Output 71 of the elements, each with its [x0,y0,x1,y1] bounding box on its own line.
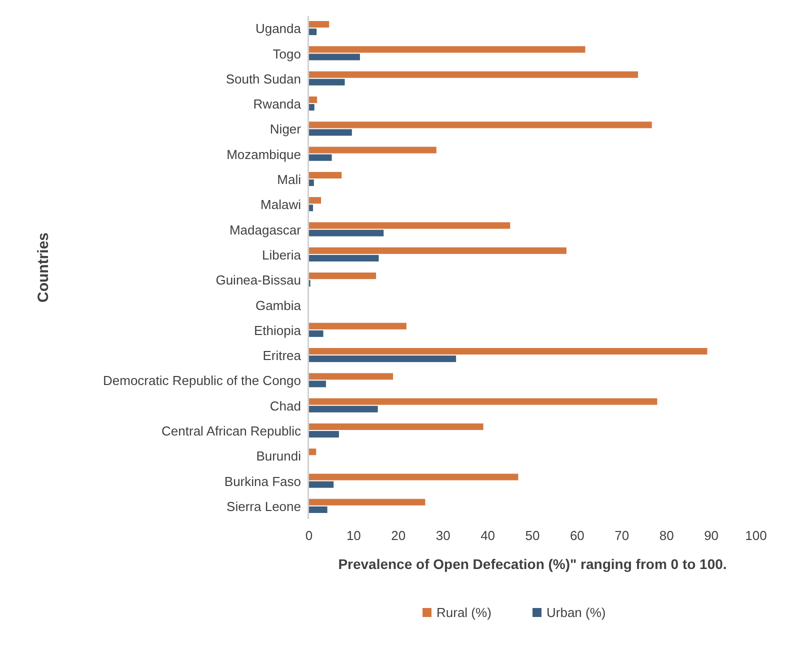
x-tick-label: 0 [305,528,313,543]
bar [309,356,456,362]
bar [309,448,316,456]
bar [309,104,314,111]
bar [309,322,406,330]
x-tick-label: 60 [570,528,584,543]
bar [309,154,332,161]
x-tick-label: 40 [480,528,496,543]
bar [309,373,394,380]
bar [309,330,324,337]
bar [309,21,330,28]
legend-label: Urban (%) [546,605,606,620]
bar [309,498,426,506]
y-tick-label: Togo [272,46,301,62]
y-tick-label: Malawi [260,197,302,212]
y-tick-label: Niger [270,122,302,137]
bar [309,506,328,513]
bar [309,474,518,480]
y-tick-label: Burundi [256,448,302,464]
bar [309,398,658,405]
bar [309,179,314,186]
y-tick-label: Uganda [255,21,302,36]
y-tick-label: Liberia [262,247,302,262]
x-tick-label: 80 [659,528,674,543]
y-tick-label: Burkina Faso [224,474,301,489]
x-tick-label: 90 [704,528,719,543]
bar [309,348,708,355]
x-tick-label: 30 [436,528,450,543]
y-tick-label: Guinea-Bissau [216,272,301,288]
y-tick-label: Rwanda [253,96,302,112]
y-tick-label: Eritrea [262,348,302,364]
x-axis-title: Prevalence of Open Defecation (%)" ranging from 0 to 100. [338,556,727,572]
y-tick-label: Ethiopia [254,322,302,338]
x-tick-label: 100 [745,528,767,543]
legend-label: Rural (%) [436,605,492,620]
x-tick-label: 10 [346,528,361,543]
bar [309,254,379,262]
y-tick-label: Central African Republic [162,424,302,439]
bar [309,230,384,236]
bar [309,423,484,430]
bar [309,54,360,60]
x-tick-label: 70 [614,528,630,543]
bar [309,380,326,388]
bar [309,197,322,204]
bar [309,71,638,78]
y-tick-label: Democratic Republic of the Congo [103,373,301,388]
bar [309,406,378,412]
y-tick-label: Mali [277,172,302,188]
bar [309,129,352,136]
x-tick-label: 20 [391,528,406,543]
bar [309,46,586,53]
bar [309,272,376,280]
y-tick-label: Madagascar [229,222,302,238]
bar [309,204,314,212]
y-tick-label: Mozambique [226,146,301,162]
x-tick-label: 50 [525,528,540,543]
y-axis-title: Countries [35,232,52,303]
bar [309,146,436,154]
bar [309,172,342,178]
y-tick-label: Sierra Leone [226,498,301,514]
bar [309,78,345,86]
y-tick-label: Gambia [255,298,302,313]
y-tick-label: Chad [270,398,301,414]
bar [309,96,318,104]
bar [309,430,339,438]
bar [309,28,317,36]
bar [309,122,652,128]
bar [309,247,566,254]
bar [309,481,334,488]
bar [309,222,510,229]
y-tick-label: South Sudan [226,71,301,86]
